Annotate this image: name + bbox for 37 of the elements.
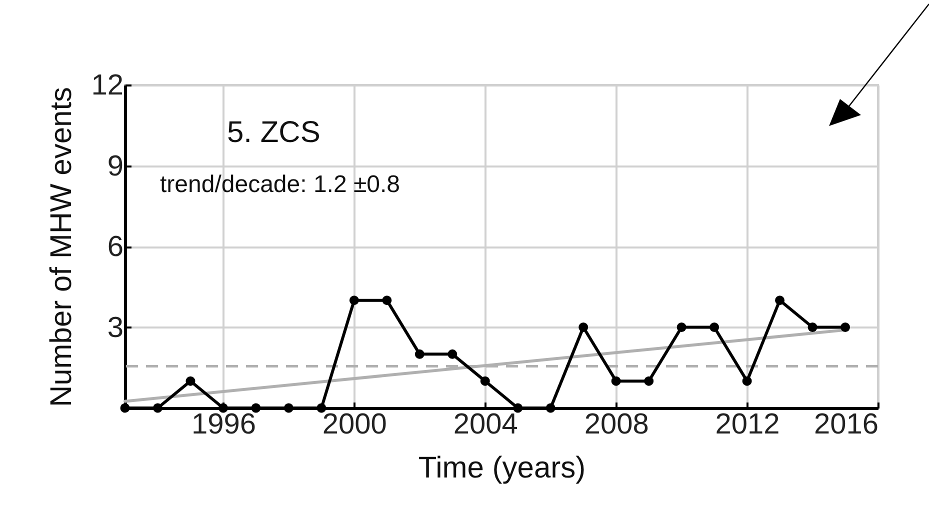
point: [218, 403, 228, 413]
y-tick-label: 3: [107, 312, 124, 344]
point: [710, 322, 720, 332]
x-tick-label: 2000: [322, 408, 387, 440]
annotation: 5. ZCS: [227, 116, 320, 149]
x-tick-label: 2016: [814, 408, 878, 440]
point: [152, 403, 162, 413]
point: [676, 322, 686, 332]
point: [742, 376, 752, 386]
point: [775, 296, 785, 306]
x-tick-label: 2012: [715, 408, 780, 440]
point: [546, 403, 556, 413]
point: [611, 376, 621, 386]
point: [578, 322, 588, 332]
point: [284, 403, 294, 413]
point: [414, 349, 424, 359]
point: [186, 376, 196, 386]
y-tick-label: 6: [107, 231, 124, 263]
point: [349, 296, 359, 306]
point: [251, 403, 261, 413]
point: [480, 376, 490, 386]
point: [382, 296, 392, 306]
point: [644, 376, 654, 386]
x-tick-label: 2008: [584, 408, 649, 440]
y-tick-label: 12: [91, 70, 124, 102]
x-tick-label: 1996: [191, 408, 256, 440]
point: [840, 322, 850, 332]
point: [120, 403, 130, 413]
point: [316, 403, 326, 413]
point: [808, 322, 818, 332]
x-axis-title: Time (years): [418, 452, 586, 484]
x-tick-label: 2004: [453, 408, 518, 440]
point: [513, 403, 523, 413]
y-tick-label: 9: [107, 150, 124, 182]
point: [448, 349, 458, 359]
annotation: trend/decade: 1.2 ±0.8: [160, 171, 400, 198]
y-axis-title: Number of MHW events: [45, 86, 78, 408]
